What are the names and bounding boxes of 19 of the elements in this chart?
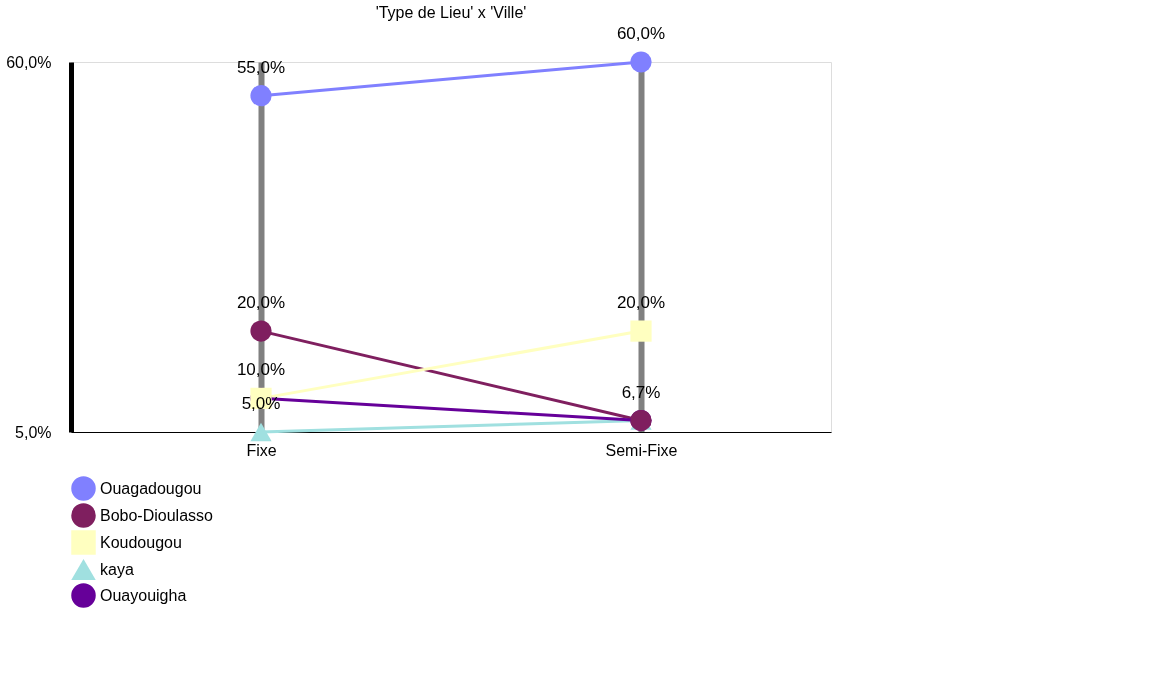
data-label: 20,0% — [616, 293, 666, 313]
point — [250, 85, 272, 107]
chart-title: 'Type de Lieu' x 'Ville' — [375, 4, 527, 21]
data-label: 20,0% — [236, 293, 286, 313]
x-tick-label: Semi-Fixe — [605, 441, 678, 459]
point — [630, 51, 652, 73]
legend-label: Ouagadougou — [100, 479, 202, 497]
data-label: 5,0% — [241, 394, 281, 413]
legend-label: kaya — [100, 560, 134, 578]
data-label: 55,0% — [236, 57, 286, 77]
data-label: 60,0% — [616, 24, 666, 43]
legend-label: Ouayouigha — [100, 586, 187, 604]
point — [250, 320, 272, 342]
data-label: 10,0% — [236, 360, 286, 380]
data-label: 6,7% — [621, 382, 661, 402]
legend-label: Koudougou — [100, 533, 182, 551]
point — [630, 320, 652, 342]
x-tick-label: Fixe — [246, 441, 277, 459]
legend-label: Bobo-Dioulasso — [100, 506, 214, 524]
